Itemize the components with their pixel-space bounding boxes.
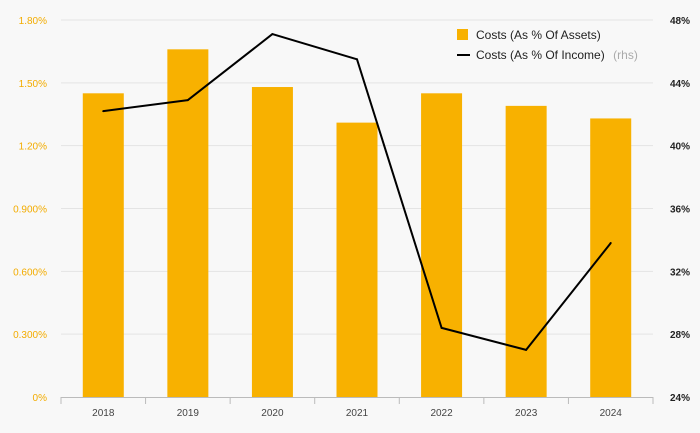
bar	[336, 122, 378, 397]
x-tick-label: 2019	[177, 408, 200, 419]
y-right-tick-label: 36%	[670, 205, 690, 216]
line-point	[525, 348, 528, 351]
bar	[505, 105, 547, 397]
bar	[167, 49, 209, 397]
bar	[590, 118, 632, 397]
y-left-tick-label: 1.80%	[19, 16, 47, 27]
x-tick-label: 2023	[515, 408, 538, 419]
bar-series	[82, 49, 632, 398]
x-tick-label: 2024	[600, 408, 623, 419]
axes: 0% 0.300% 0.600% 0.900% 1.20% 1.50% 1.80% 24% 28…	[13, 16, 690, 419]
y-right-tick-label: 32%	[670, 267, 690, 278]
y-right-tick-label: 24%	[670, 393, 690, 404]
x-tick-label: 2018	[92, 408, 115, 419]
y-left-tick-label: 0.300%	[13, 330, 47, 341]
x-tick-label: 2021	[346, 408, 369, 419]
legend-label-line: Costs (As % Of Income)	[476, 48, 605, 62]
line-point	[102, 110, 105, 113]
line-point	[440, 326, 443, 329]
x-tick-label: 2022	[430, 408, 453, 419]
y-left-tick-label: 1.20%	[19, 142, 47, 153]
y-left-tick-label: 0.900%	[13, 205, 47, 216]
y-left-tick-label: 0.600%	[13, 267, 47, 278]
y-left-tick-label: 0%	[33, 393, 48, 404]
legend-label-bar: Costs (As % Of Assets)	[476, 28, 601, 42]
legend: Costs (As % Of Assets) Costs (As % Of In…	[457, 28, 638, 63]
bar	[82, 93, 124, 398]
y-right-tick-label: 48%	[670, 16, 690, 27]
line-series	[102, 33, 612, 351]
y-left-tick-label: 1.50%	[19, 79, 47, 90]
y-right-tick-label: 44%	[670, 79, 690, 90]
legend-label-line-group: Costs (As % Of Income) (rhs)	[476, 46, 638, 63]
y-right-tick-label: 28%	[670, 330, 690, 341]
line-point	[271, 33, 274, 36]
bar	[421, 93, 463, 398]
bar	[251, 87, 293, 398]
y-right-tick-label: 40%	[670, 142, 690, 153]
line-point	[609, 242, 612, 245]
line-point	[356, 58, 358, 61]
legend-swatch-bar	[457, 29, 468, 40]
x-tick-label: 2020	[261, 408, 284, 419]
legend-label-line-suffix: (rhs)	[613, 48, 638, 62]
line-point	[186, 99, 189, 102]
